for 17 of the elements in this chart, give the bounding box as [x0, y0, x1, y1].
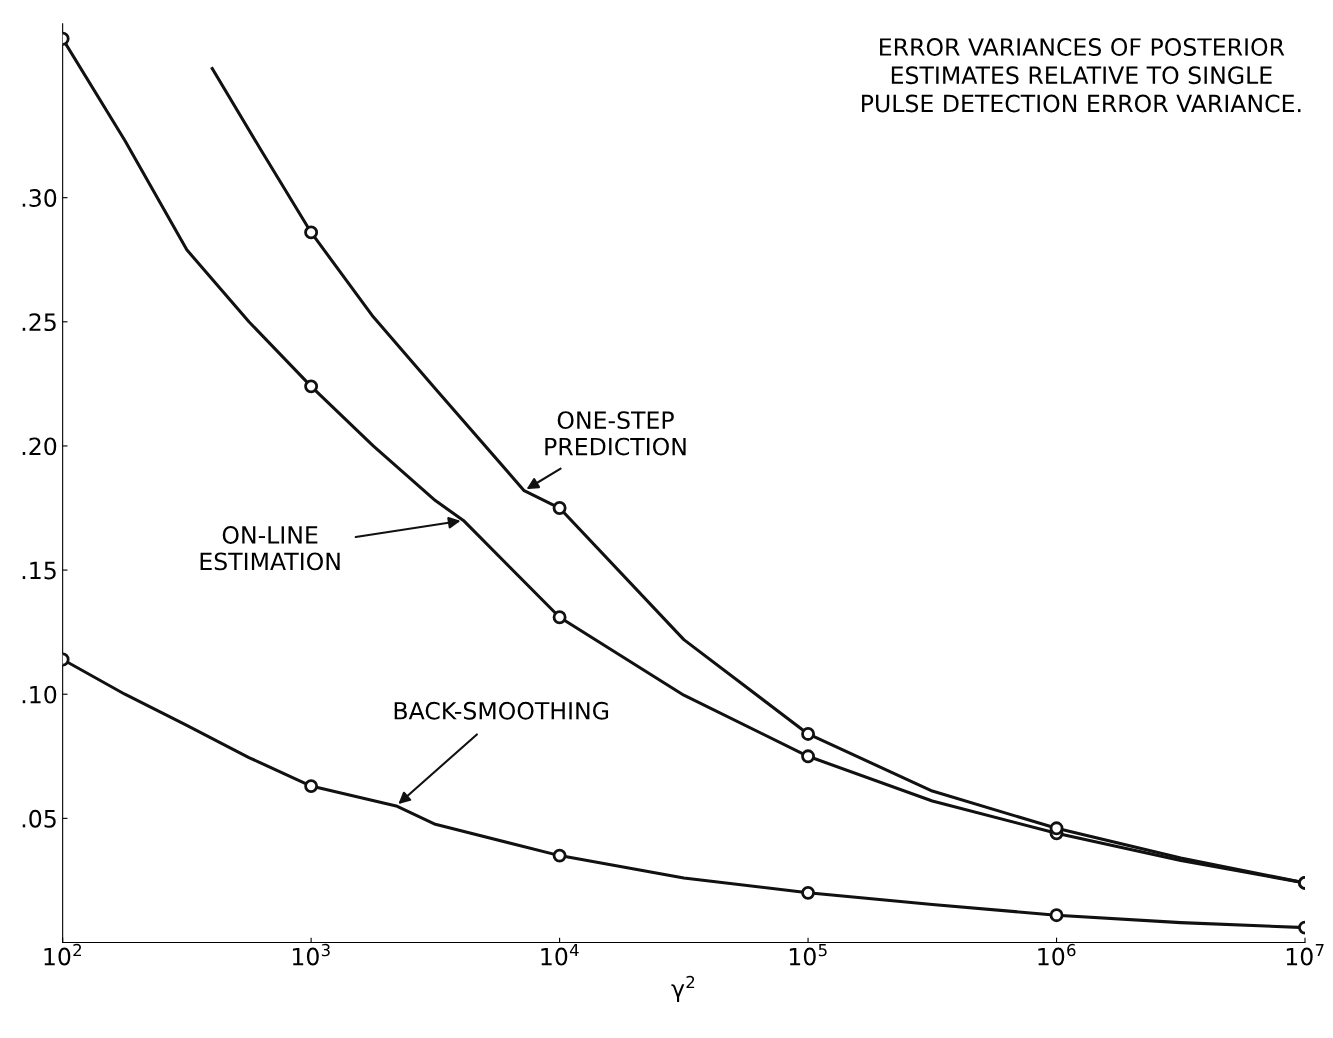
annotation: BACK-SMOOTHING	[394, 701, 609, 720]
x-tick-label: 10$^{2}$	[44, 943, 81, 966]
x-tick-label: 10$^{4}$	[541, 944, 579, 966]
x-axis-title: γ$^{2}$	[671, 975, 695, 1002]
y-tick-label: .20	[22, 437, 57, 456]
y-tick-label: .30	[22, 189, 57, 207]
y-tick-label: .05	[22, 809, 56, 828]
x-tick-label: 10$^{6}$	[1038, 943, 1076, 966]
y-tick-label: .15	[22, 561, 56, 580]
text: ERROR VARIANCES OF POSTERIOR ESTIMATES RELATIVE TO SINGLE PULSE DETECTION ERROR VARIANCE.	[862, 38, 1301, 113]
x-tick-label: 10$^{7}$	[1286, 944, 1324, 966]
annotation: ON-LINE ESTIMATION	[200, 526, 340, 571]
y-tick-label: .25	[22, 313, 56, 332]
y-tick-label: .10	[22, 685, 57, 704]
x-tick-label: 10$^{5}$	[789, 944, 827, 966]
annotation: ONE-STEP PREDICTION	[545, 411, 686, 456]
x-tick-label: 10$^{3}$	[292, 943, 330, 966]
